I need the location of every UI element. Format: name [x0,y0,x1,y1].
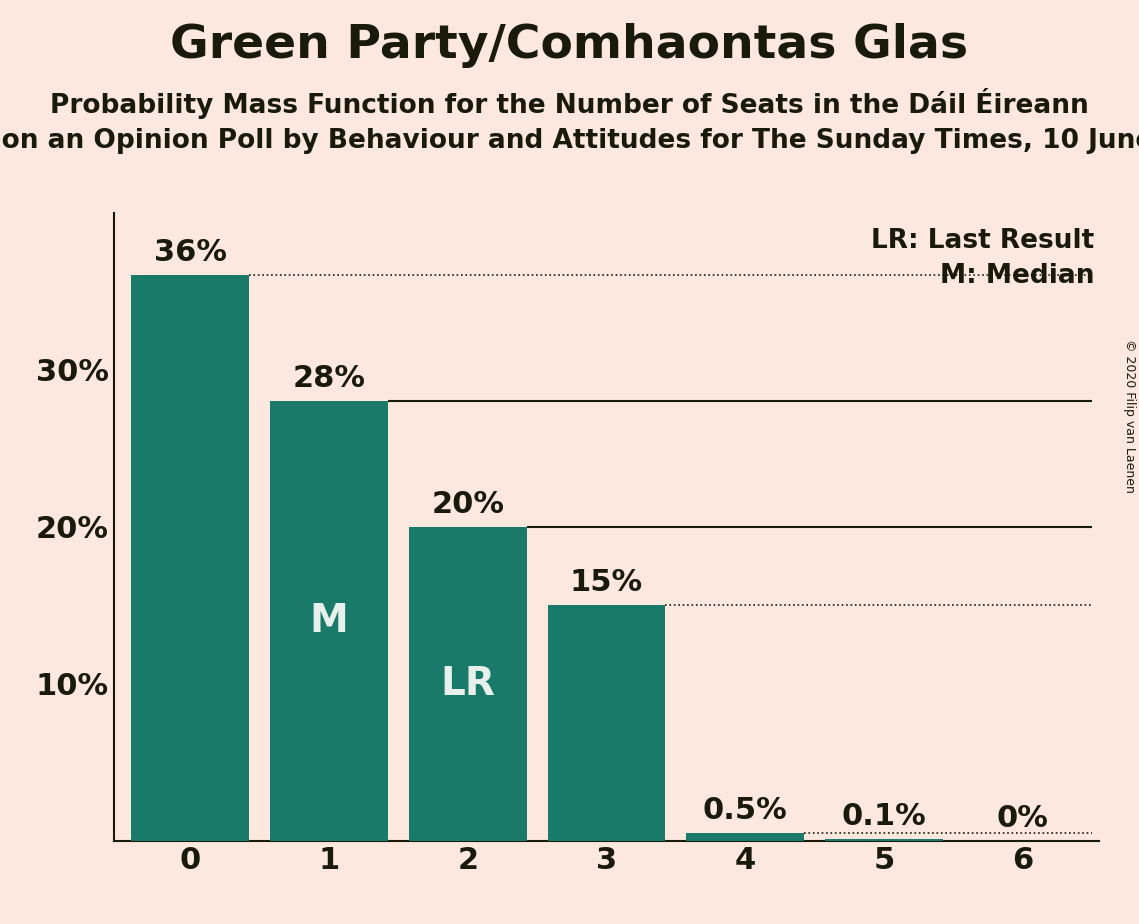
Text: 28%: 28% [293,364,366,394]
Bar [409,527,526,841]
Text: 15%: 15% [570,568,644,597]
Text: M: M [310,602,349,640]
Text: Based on an Opinion Poll by Behaviour and Attitudes for The Sunday Times, 10 Jun: Based on an Opinion Poll by Behaviour an… [0,128,1139,153]
Text: LR: LR [441,664,495,703]
Bar [131,275,249,841]
Text: 0%: 0% [997,804,1049,833]
Text: 36%: 36% [154,238,227,268]
Text: 0.1%: 0.1% [842,802,926,832]
Text: LR: Last Result: LR: Last Result [871,228,1095,254]
Text: Green Party/Comhaontas Glas: Green Party/Comhaontas Glas [171,23,968,68]
Bar [687,833,804,841]
Text: 20%: 20% [432,490,505,518]
Text: Probability Mass Function for the Number of Seats in the Dáil Éireann: Probability Mass Function for the Number… [50,88,1089,119]
Bar [270,401,388,841]
Text: © 2020 Filip van Laenen: © 2020 Filip van Laenen [1123,339,1137,492]
Text: 0.5%: 0.5% [703,796,788,825]
Text: M: Median: M: Median [940,262,1095,289]
Bar [548,605,665,841]
Bar [825,839,943,841]
